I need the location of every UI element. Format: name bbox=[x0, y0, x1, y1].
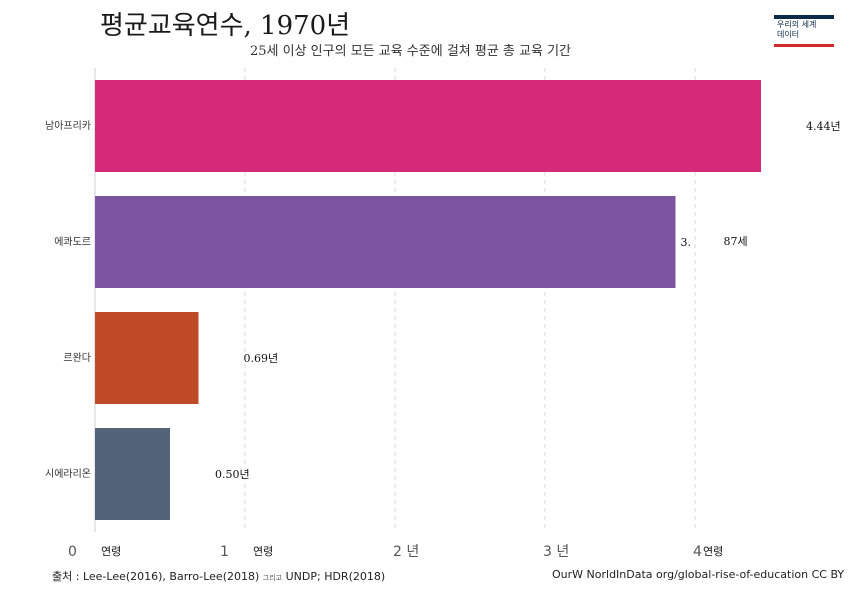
chart-title: 평균교육연수, 1970년 bbox=[100, 11, 351, 41]
x-tick-sub-1: 연령 bbox=[253, 545, 273, 558]
value-label-1: 3. bbox=[681, 236, 692, 249]
x-tick-sub-0: 연령 bbox=[101, 545, 121, 558]
x-tick-label-3: 3 년 bbox=[543, 544, 569, 560]
x-tick-label-4: 4 bbox=[693, 544, 702, 560]
category-label-2: 르완다 bbox=[63, 352, 91, 364]
bar-0 bbox=[95, 80, 761, 172]
logo-line-2: 데이터 bbox=[777, 30, 800, 39]
category-label-3: 시에라리온 bbox=[45, 468, 91, 480]
x-tick-label-0: 0 bbox=[68, 544, 77, 560]
value-label-extra-1: 87세 bbox=[724, 235, 748, 248]
bar-2 bbox=[95, 312, 199, 404]
logo-line-1: 우리의 세계 bbox=[777, 20, 817, 29]
bar-1 bbox=[95, 196, 676, 288]
x-tick-label-2: 2 년 bbox=[393, 544, 419, 560]
value-label-2: 0.69년 bbox=[244, 352, 279, 365]
value-label-3: 0.50년 bbox=[215, 468, 250, 481]
source-note: 출처 : Lee-Lee(2016), Barro-Lee(2018) 그리고 … bbox=[52, 568, 385, 584]
category-label-0: 남아프리카 bbox=[45, 120, 91, 132]
x-tick-label-1: 1 bbox=[220, 544, 229, 560]
owid-logo[interactable]: 우리의 세계 데이터 bbox=[774, 15, 834, 47]
source-and: 그리고 bbox=[262, 574, 283, 582]
source-url[interactable]: OurW NorldInData org/global-rise-of-educ… bbox=[552, 568, 845, 581]
source-prefix: 출처 : Lee-Lee(2016), Barro-Lee(2018) bbox=[52, 570, 260, 583]
source-suffix: UNDP; HDR(2018) bbox=[285, 570, 386, 583]
value-label-0: 4.44년 bbox=[806, 120, 841, 133]
bar-3 bbox=[95, 428, 170, 520]
category-label-1: 에콰도르 bbox=[54, 236, 91, 248]
x-tick-sub-4: 연령 bbox=[703, 545, 723, 558]
chart-subtitle: 25세 이상 인구의 모든 교육 수준에 걸쳐 평균 총 교육 기간 bbox=[250, 44, 571, 59]
